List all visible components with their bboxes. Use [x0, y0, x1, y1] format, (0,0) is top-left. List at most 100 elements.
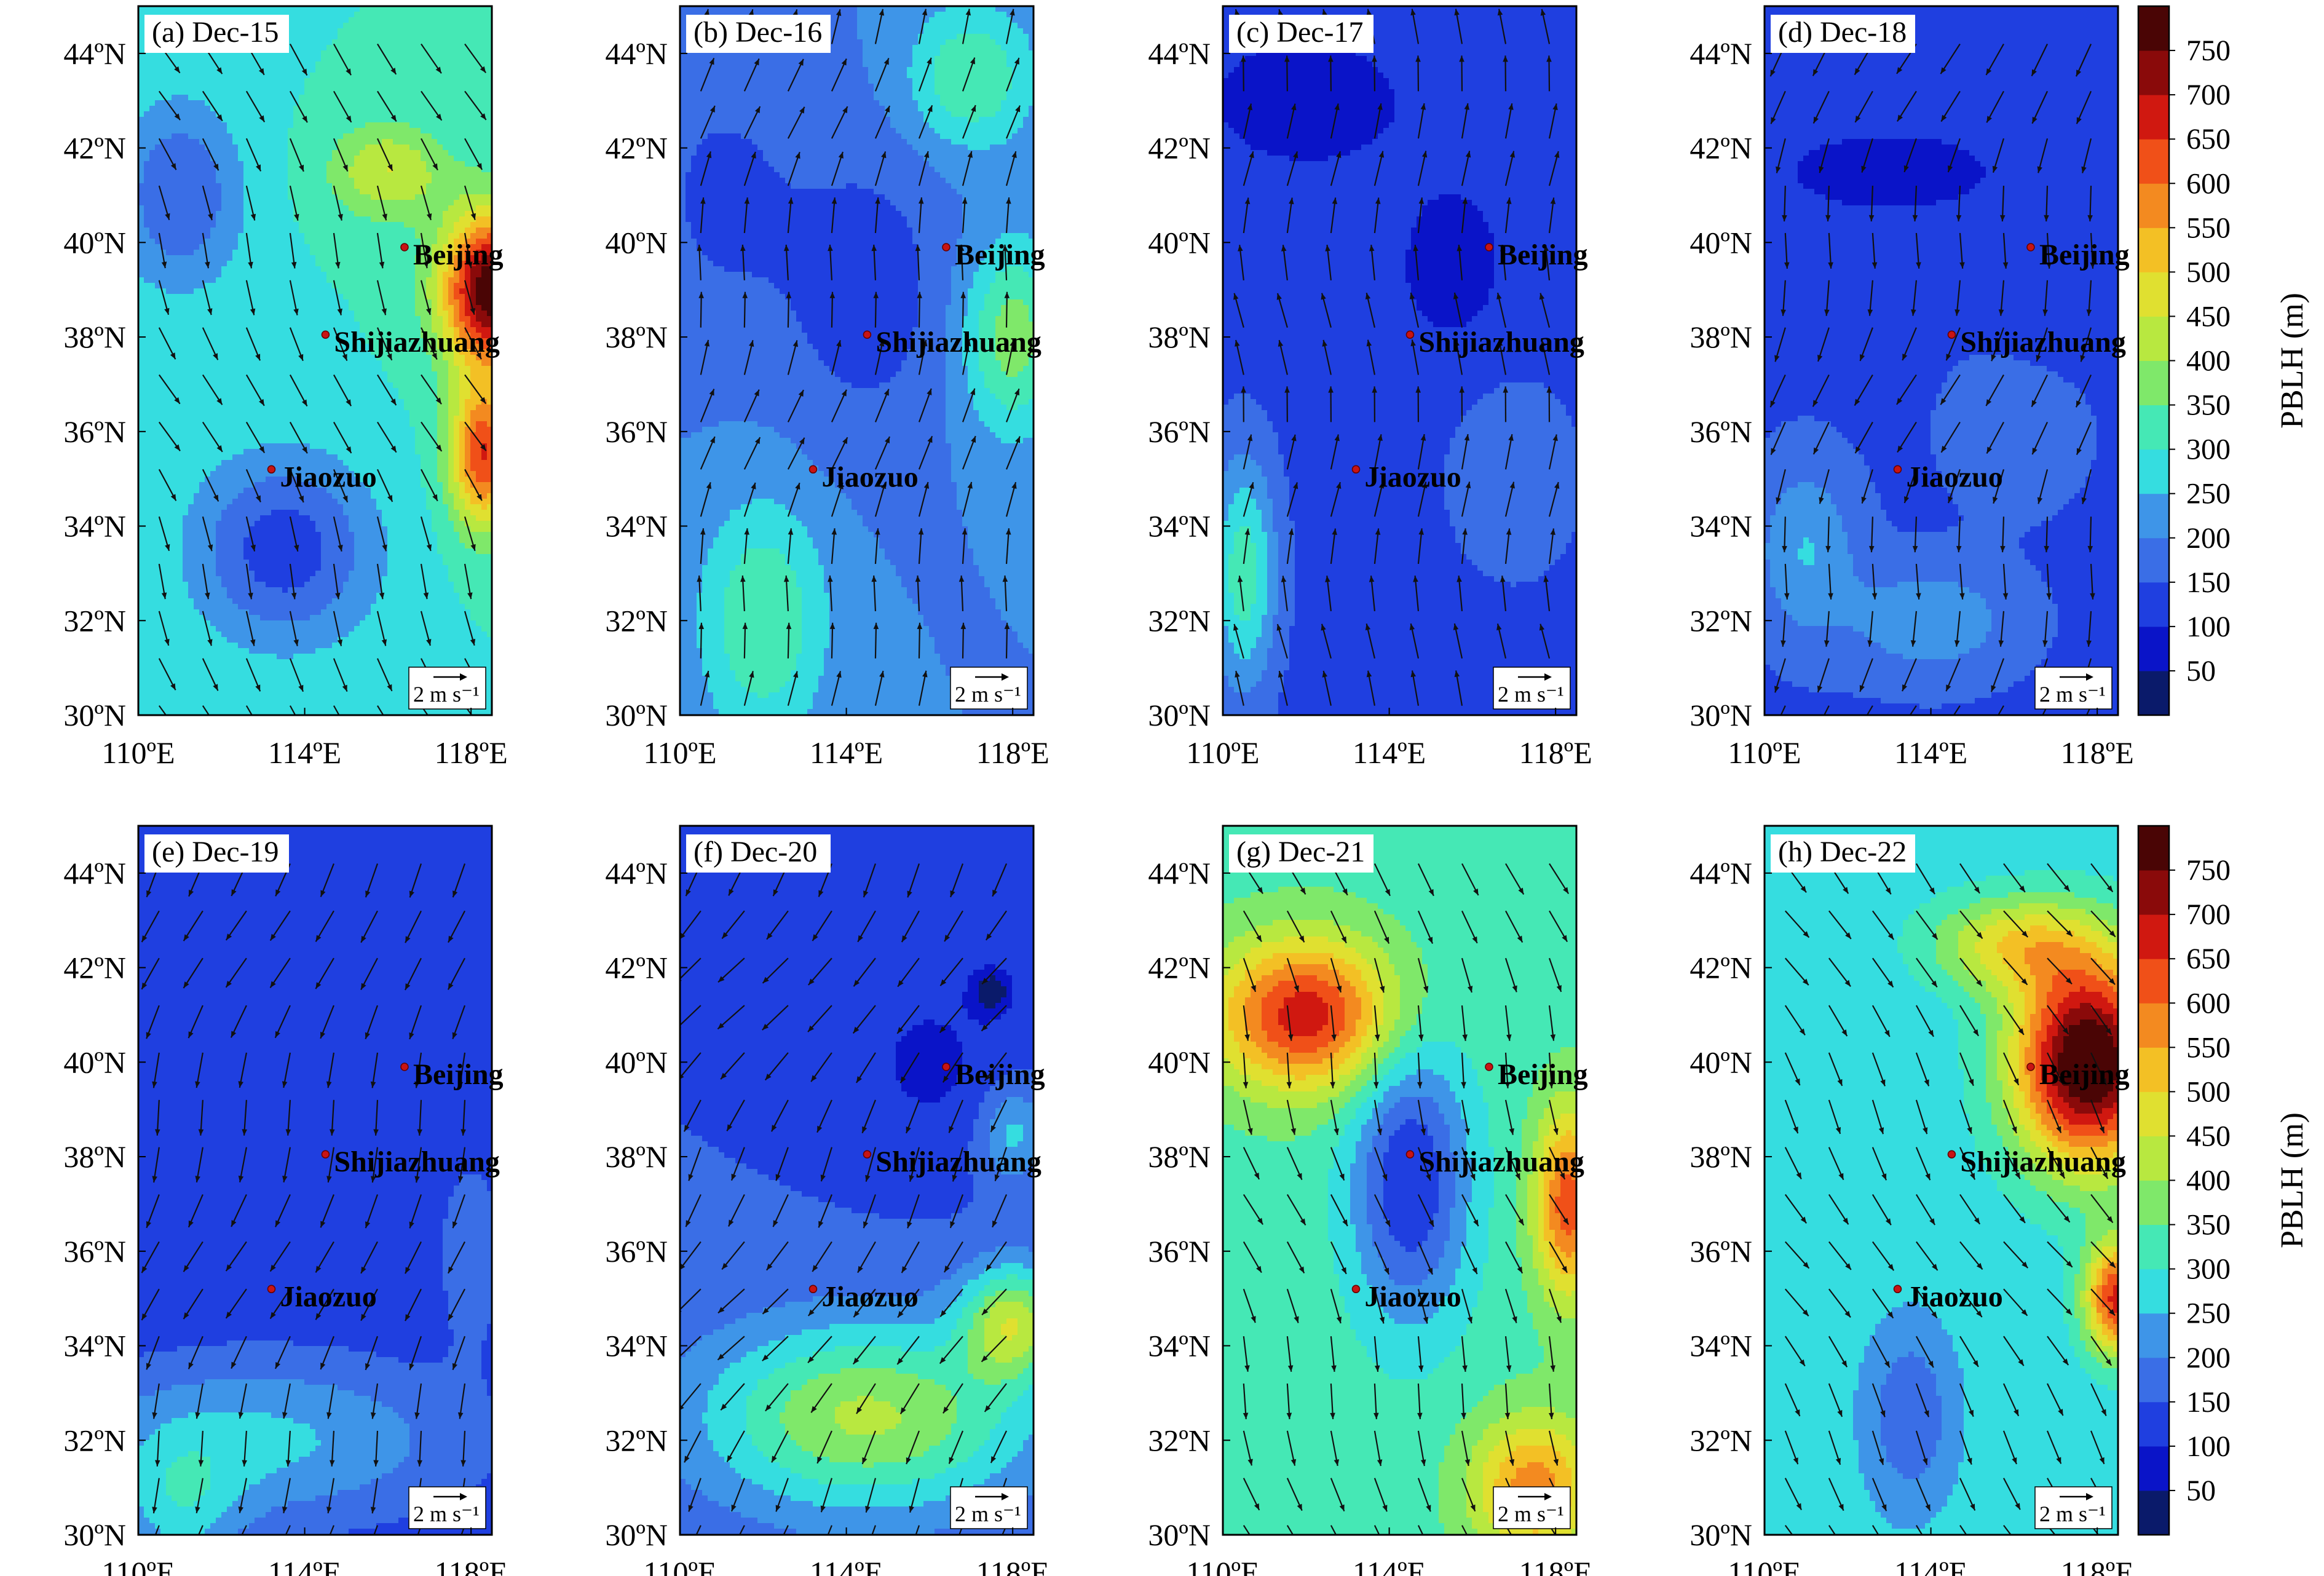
pblh-cell — [243, 416, 250, 422]
pblh-cell — [465, 161, 471, 167]
pblh-cell — [199, 205, 205, 212]
pblh-cell — [310, 133, 316, 140]
pblh-cell — [232, 299, 239, 306]
pblh-cell — [243, 122, 250, 129]
pblh-cell — [338, 84, 344, 90]
pblh-cell — [310, 67, 316, 73]
pblh-cell — [177, 205, 183, 212]
pblh-cell — [238, 56, 244, 62]
pblh-cell — [299, 73, 305, 79]
pblh-cell — [415, 366, 421, 372]
pblh-cell — [326, 421, 333, 427]
pblh-cell — [476, 377, 482, 383]
pblh-cell — [282, 255, 288, 261]
pblh-cell — [398, 211, 405, 217]
pblh-cell — [299, 216, 305, 223]
pblh-cell — [144, 117, 150, 123]
pblh-cell — [238, 95, 244, 101]
pblh-cell — [293, 133, 299, 140]
pblh-cell — [155, 211, 161, 217]
pblh-cell — [443, 23, 449, 29]
pblh-cell — [476, 100, 482, 106]
pblh-cell — [199, 360, 205, 366]
pblh-cell — [183, 427, 189, 433]
pblh-cell — [426, 133, 432, 140]
pblh-cell — [432, 50, 438, 57]
pblh-cell — [365, 45, 371, 51]
pblh-cell — [465, 305, 471, 311]
pblh-cell — [243, 172, 250, 178]
pblh-cell — [221, 178, 227, 184]
pblh-cell — [343, 266, 349, 272]
pblh-cell — [409, 17, 416, 23]
pblh-cell — [238, 67, 244, 73]
pblh-cell — [415, 178, 421, 184]
pblh-cell — [481, 34, 488, 40]
pblh-cell — [299, 194, 305, 200]
pblh-cell — [255, 239, 261, 245]
pblh-cell — [404, 56, 410, 62]
pblh-cell — [415, 377, 421, 383]
pblh-cell — [432, 410, 438, 416]
pblh-cell — [448, 45, 454, 51]
pblh-cell — [271, 200, 277, 206]
pblh-cell — [243, 305, 250, 311]
pblh-cell — [304, 12, 310, 18]
pblh-cell — [326, 377, 333, 383]
pblh-cell — [210, 427, 216, 433]
pblh-cell — [160, 117, 167, 123]
pblh-cell — [304, 338, 310, 344]
pblh-cell — [160, 222, 167, 228]
pblh-cell — [360, 277, 366, 283]
pblh-cell — [194, 145, 200, 151]
pblh-cell — [371, 12, 377, 18]
pblh-cell — [365, 432, 371, 438]
pblh-cell — [221, 338, 227, 344]
pblh-cell — [354, 67, 360, 73]
pblh-cell — [304, 211, 310, 217]
pblh-cell — [371, 89, 377, 95]
pblh-cell — [194, 410, 200, 416]
pblh-cell — [321, 349, 327, 355]
pblh-cell — [304, 333, 310, 339]
pblh-cell — [194, 122, 200, 129]
pblh-cell — [310, 288, 316, 295]
pblh-cell — [343, 277, 349, 283]
pblh-cell — [194, 255, 200, 261]
pblh-cell — [338, 416, 344, 422]
pblh-cell — [288, 73, 294, 79]
pblh-cell — [459, 222, 465, 228]
pblh-cell — [387, 432, 393, 438]
pblh-cell — [227, 228, 233, 234]
pblh-cell — [183, 272, 189, 278]
pblh-cell — [166, 161, 172, 167]
pblh-cell — [454, 156, 460, 162]
pblh-cell — [221, 421, 227, 427]
pblh-cell — [299, 255, 305, 261]
pblh-cell — [155, 333, 161, 339]
pblh-cell — [304, 95, 310, 101]
pblh-cell — [481, 89, 488, 95]
pblh-cell — [354, 405, 360, 411]
pblh-cell — [315, 167, 322, 173]
pblh-cell — [166, 333, 172, 339]
pblh-cell — [404, 100, 410, 106]
pblh-cell — [470, 167, 476, 173]
pblh-cell — [166, 194, 172, 200]
pblh-cell — [443, 183, 449, 189]
pblh-cell — [304, 139, 310, 145]
pblh-cell — [199, 128, 205, 134]
pblh-cell — [365, 161, 371, 167]
pblh-cell — [249, 266, 255, 272]
pblh-cell — [326, 111, 333, 117]
pblh-cell — [177, 95, 183, 101]
pblh-cell — [221, 283, 227, 289]
pblh-cell — [282, 100, 288, 106]
pblh-cell — [443, 17, 449, 23]
pblh-cell — [293, 322, 299, 328]
pblh-cell — [349, 305, 355, 311]
pblh-cell — [476, 228, 482, 234]
pblh-cell — [321, 394, 327, 400]
pblh-cell — [354, 89, 360, 95]
pblh-cell — [238, 117, 244, 123]
